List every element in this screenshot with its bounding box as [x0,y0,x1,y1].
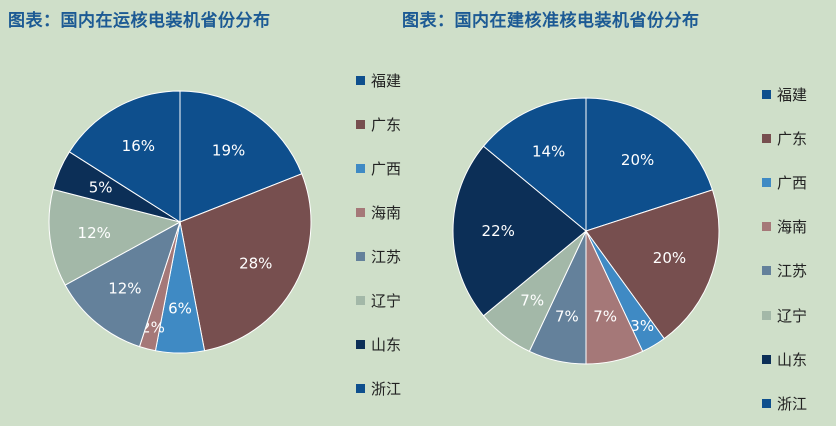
legend-swatch [356,383,365,393]
data-label-shandong: 5% [89,179,113,197]
chart-title: 图表：国内在建核准核电装机省份分布 [402,11,700,31]
legend-label: 广东 [777,129,808,148]
legend-label: 辽宁 [371,291,402,310]
legend-item-liaoning: 辽宁 [762,293,807,337]
data-label-jiangsu: 7% [555,308,579,326]
data-label-zhejiang: 16% [122,137,155,155]
legend-swatch [762,310,771,320]
legend-item-guangxi: 广西 [762,160,807,204]
legend-swatch [356,207,365,217]
legend-label: 江苏 [777,262,808,281]
legend-swatch [762,222,771,232]
data-label-fujian: 19% [212,141,245,159]
legend-swatch [356,339,365,349]
data-label-fujian: 20% [621,151,654,169]
legend-swatch [356,75,365,85]
legend-item-guangdong: 广东 [356,102,401,146]
legend-label: 辽宁 [777,306,808,325]
data-label-liaoning: 7% [520,291,544,309]
pie-svg: 20% 20% 3% 7% 7% 7% 22% 14% [452,97,720,365]
legend-label: 海南 [777,218,808,237]
legend-swatch [356,251,365,261]
pie-slice-shandong [452,145,587,317]
pie-slice-liaoning [48,188,182,286]
legend-label: 广西 [777,173,808,192]
legend-item-shandong: 山东 [356,322,401,366]
legend-swatch [762,266,771,276]
data-label-jiangsu: 12% [108,280,141,298]
legend-swatch [356,119,365,129]
legend-swatch [762,133,771,143]
legend-label: 山东 [777,350,808,369]
data-label-guangxi: 6% [168,299,192,317]
data-label-guangdong: 28% [239,255,272,273]
legend-label: 山东 [371,335,402,354]
legend-label: 江苏 [371,247,402,266]
legend-label: 福建 [371,71,402,90]
pie-slice-fujian [179,90,303,223]
data-label-zhejiang: 14% [532,143,565,161]
legend-item-jiangsu: 江苏 [356,234,401,278]
legend-item-jiangsu: 江苏 [762,249,807,293]
legend-item-fujian: 福建 [762,72,807,116]
data-label-shandong: 22% [482,222,515,240]
pie-slice-guangdong [179,173,312,352]
legend-item-guangdong: 广东 [762,116,807,160]
chart-title: 图表：国内在运核电装机省份分布 [8,11,271,31]
legend-label: 浙江 [371,379,402,398]
legend: 福建广东广西海南江苏辽宁山东浙江 [762,72,807,426]
legend-swatch [762,398,771,408]
legend-item-zhejiang: 浙江 [762,381,807,425]
data-label-liaoning: 12% [78,224,111,242]
legend-label: 浙江 [777,394,808,413]
pie-slice-jiangsu [64,220,181,348]
legend-item-fujian: 福建 [356,58,401,102]
data-label-guangdong: 20% [653,249,686,267]
legend-item-hainan: 海南 [762,205,807,249]
pie-svg: 19%28%6%2%12%12%5%16% [48,90,312,354]
pie-slice-zhejiang [482,97,587,233]
legend-label: 海南 [371,203,402,222]
pie-slice-guangdong [585,189,720,340]
legend: 福建广东广西海南江苏辽宁山东浙江 [356,58,401,410]
data-label-guangxi: 3% [630,317,654,335]
legend-label: 福建 [777,85,808,104]
pie-slice-fujian [585,97,714,232]
legend-swatch [356,163,365,173]
pie-chart-operating: 图表：国内在运核电装机省份分布 19% 28% 6% 2% 12% 12% 5% 16% 福建… [0,0,418,404]
legend-label: 广东 [371,115,402,134]
legend-item-zhejiang: 浙江 [356,366,401,410]
legend-item-hainan: 海南 [356,190,401,234]
pie-slice-zhejiang [68,90,181,223]
legend-item-shandong: 山东 [762,337,807,381]
legend-swatch [356,295,365,305]
legend-item-liaoning: 辽宁 [356,278,401,322]
legend-swatch [762,89,771,99]
legend-swatch [762,354,771,364]
legend-label: 广西 [371,159,402,178]
data-label-hainan: 7% [593,308,617,326]
legend-item-guangxi: 广西 [356,146,401,190]
pie-chart-under-construction: 图表：国内在建核准核电装机省份分布 20% 20% 3% 7% 7% 7% 22% 14% 福… [402,0,836,413]
legend-swatch [762,177,771,187]
